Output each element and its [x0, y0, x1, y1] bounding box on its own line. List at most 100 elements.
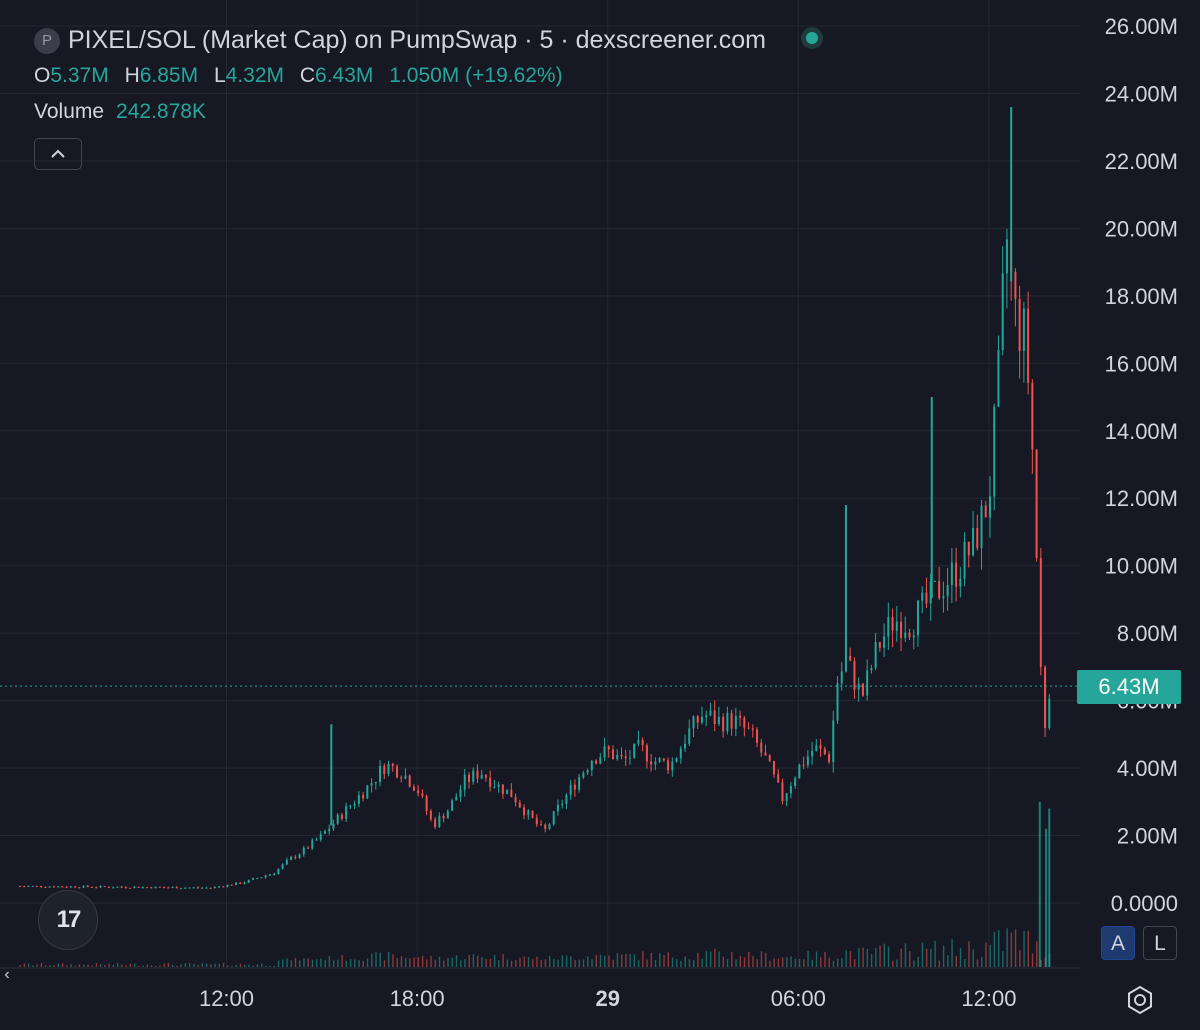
candle-body [366, 785, 369, 799]
volume-bar [146, 964, 148, 967]
volume-bar [205, 963, 208, 967]
volume-bar [260, 963, 263, 967]
candle-body [684, 743, 687, 749]
candle-body [184, 887, 187, 889]
candle-body [357, 795, 360, 804]
volume-bar [388, 952, 390, 967]
volume-bar [519, 957, 521, 967]
volume-bar [1014, 929, 1017, 967]
volume-bar [286, 958, 288, 967]
status-dot-icon [805, 32, 818, 44]
volume-bar [574, 960, 576, 967]
candle-body [57, 886, 60, 888]
volume-bar [743, 957, 746, 967]
time-axis[interactable]: 12:00 18:00 29 06:00 12:00 [199, 986, 1017, 1011]
volume-bar [942, 945, 945, 967]
volume-bar [760, 951, 763, 967]
volume-bar [57, 963, 60, 967]
candle-body [480, 774, 483, 779]
candle-body [112, 887, 115, 889]
volume-bar [294, 957, 297, 967]
volume-bar [125, 965, 127, 967]
candle-body [756, 729, 759, 743]
log-scale-button[interactable]: L [1143, 926, 1177, 960]
close-value: 6.43M [315, 64, 374, 87]
volume-bar [837, 958, 839, 967]
volume-bar [201, 963, 204, 967]
candle-body [950, 562, 953, 586]
settings-gear-icon[interactable] [1124, 984, 1156, 1016]
candle-body [853, 660, 856, 690]
volume-bar [23, 963, 26, 967]
volume-bar [341, 954, 343, 967]
candle-body [391, 763, 394, 767]
volume-spike [1045, 828, 1048, 967]
candle-body [188, 887, 191, 889]
candle-body [878, 641, 881, 648]
candle-body [307, 847, 310, 849]
volume-bar [900, 948, 902, 967]
candle-body [192, 887, 195, 889]
candle-body [921, 592, 924, 601]
auto-scale-button[interactable]: A [1101, 926, 1135, 960]
candle-body [137, 886, 140, 888]
volume-bar [443, 960, 445, 967]
volume-bar [396, 957, 398, 967]
volume-bar [515, 960, 517, 967]
volume-bar [887, 946, 890, 967]
volume-bar [404, 957, 407, 967]
volume-bar [214, 963, 216, 967]
volume-bar [676, 959, 678, 967]
volume-bar [688, 959, 691, 967]
candle-body [476, 770, 479, 779]
candle-body [23, 886, 26, 888]
candle-body [976, 528, 979, 549]
scroll-left-icon[interactable]: ‹ [4, 966, 10, 983]
volume-bar [629, 953, 631, 967]
volume-bar [32, 965, 34, 967]
volume-bar [866, 948, 869, 967]
volume-bar [870, 954, 873, 967]
candle-body [1044, 667, 1047, 729]
symbol-icon[interactable]: P [34, 28, 60, 54]
candle-body [730, 712, 733, 729]
volume-bar [781, 957, 784, 967]
candle-body [840, 671, 843, 684]
candle-body [65, 886, 68, 888]
candle-body [438, 815, 441, 827]
candle-body [315, 839, 318, 841]
candle-body [679, 748, 682, 759]
volume-bar [392, 954, 394, 967]
candle-body [556, 805, 559, 812]
volume-bar [832, 960, 835, 967]
candle-body [459, 789, 462, 797]
volume-bar [604, 955, 606, 967]
candle-body [501, 784, 504, 795]
y-tick-label: 24.00M [1105, 81, 1178, 106]
candle-body [146, 887, 149, 889]
candle-body [374, 781, 377, 784]
volume-spike [1048, 808, 1051, 967]
chevron-up-icon [51, 149, 65, 158]
volume-bar [1040, 959, 1042, 967]
volume-bar [663, 954, 665, 967]
volume-bar [938, 960, 941, 967]
volume-bar [358, 960, 360, 967]
price-axis[interactable]: 26.00M 24.00M 22.00M 20.00M 18.00M 16.00M 14.0… [1105, 14, 1178, 916]
volume-bar [697, 952, 699, 967]
candle-body [637, 739, 640, 744]
candle-body [395, 766, 398, 778]
chart-title[interactable]: PIXEL/SOL (Market Cap) on PumpSwap · 5 ·… [68, 26, 766, 54]
candle-body [179, 888, 182, 890]
volume-bar [489, 958, 492, 967]
volume-bar [879, 945, 881, 967]
volume-bar [955, 955, 958, 967]
candle-body [362, 795, 365, 799]
volume-bar [409, 958, 411, 967]
candle-body [290, 856, 293, 860]
collapse-legend-button[interactable] [34, 138, 82, 170]
candle-body [798, 764, 801, 779]
tradingview-logo[interactable]: 17 [38, 890, 98, 950]
candle-body [95, 887, 98, 889]
